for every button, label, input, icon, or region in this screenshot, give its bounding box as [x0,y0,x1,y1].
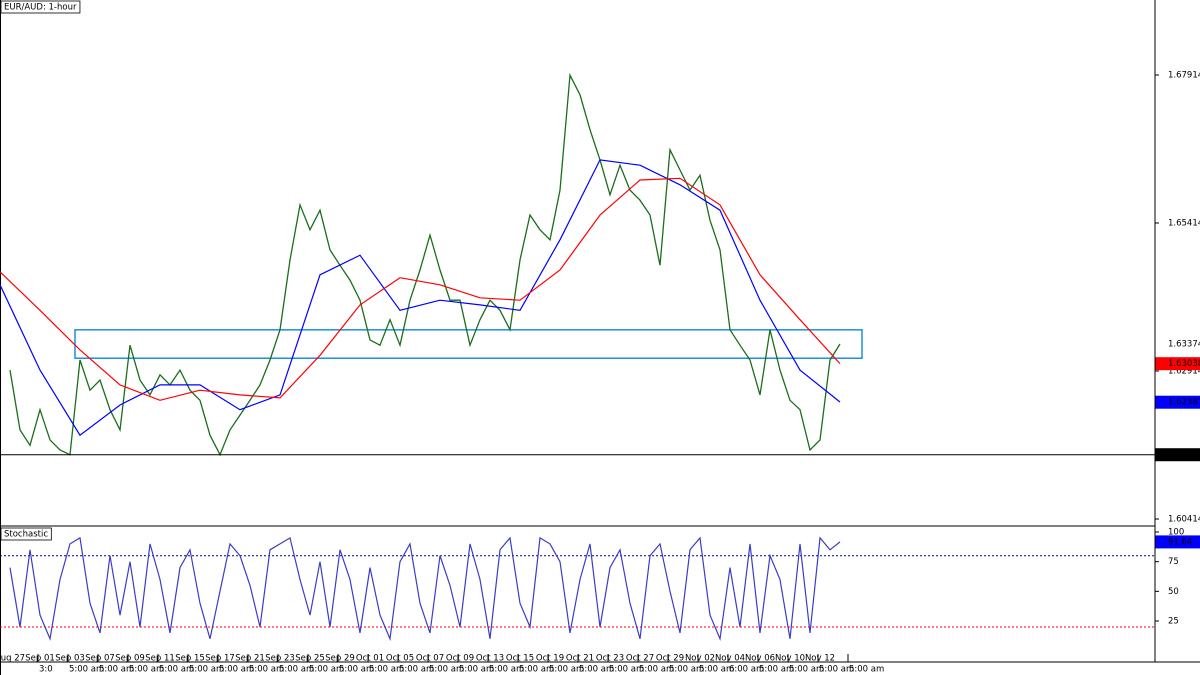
price-tag [1155,448,1200,462]
x-time-label: 5:00 am [459,665,494,675]
y-tick-label: 1.60414 [1168,515,1200,525]
price-line [9,72,841,457]
x-time-label: 5:00 am [399,665,434,675]
x-time-label: 5:00 am [159,665,194,675]
x-tick-label: Oct 29 [656,654,684,664]
price-tag [1155,337,1200,351]
zone-rectangle [74,329,863,359]
x-tick-label: Nov 12 [805,654,835,664]
price-tag-label: 91.64 [1168,537,1192,547]
x-tick-label: Oct 15 [506,654,534,664]
x-tick-label: Sep 01 [25,654,55,664]
y-tick-label: 25 [1168,617,1179,627]
x-time-label: 5:00 am [69,665,104,675]
x-tick-label: Sep 23 [265,654,295,664]
x-time-label: 5:00 am [309,665,344,675]
x-time-label: 5:00 am [99,665,134,675]
price-tag [1155,357,1200,371]
x-time-label: 5:00 am [129,665,164,675]
x-time-label: 5:00 am [519,665,554,675]
x-tick-label: Oct 07 [416,654,444,664]
x-tick-label: Nov 04 [715,654,745,664]
price-tag [1155,395,1200,409]
x-time-label: 5:00 am [279,665,314,675]
x-tick-label: Sep 29 [325,654,355,664]
x-tick-label: Nov 06 [745,654,775,664]
x-tick-label: Nov 02 [685,654,715,664]
x-tick-label: Oct 23 [596,654,624,664]
x-time-label: 5:00 am [819,665,854,675]
x-tick-label: Sep 07 [85,654,115,664]
x-time-label: 5:00 am [669,665,704,675]
x-time-label: 5:00 am [759,665,794,675]
x-tick-label: Oct 13 [476,654,504,664]
x-time-label: 5:00 am [189,665,224,675]
x-tick-label: Sep 21 [235,654,265,664]
x-tick-label: Sep 09 [115,654,145,664]
x-tick-label: Oct 01 [356,654,384,664]
x-time-label: 5:00 am [789,665,824,675]
price-tag [1155,535,1200,549]
x-tick-label: Oct 27 [626,654,654,664]
y-tick-label: 1.67914 [1168,71,1200,81]
ma-fast [0,159,841,437]
x-time-label: 5:00 am [849,665,884,675]
pane-title-box [0,0,81,14]
x-tick-label: Sep 15 [175,654,205,664]
x-tick-label: Nov 10 [775,654,805,664]
x-time-label: 5:00 am [549,665,584,675]
x-time-label: 5:00 am [249,665,284,675]
x-time-label: 3:0 [39,665,53,675]
x-tick-label: Oct 05 [386,654,414,664]
x-time-label: 5:00 am [219,665,254,675]
x-tick-label: Oct 19 [536,654,564,664]
x-tick-label: Sep 03 [55,654,85,664]
price-tag-label: 1.62387 [1168,398,1200,408]
x-time-label: 5:00 am [639,665,674,675]
y-tick-label: 50 [1168,587,1179,597]
x-time-label: 6:00 am [729,665,764,675]
x-time-label: 5:00 am [579,665,614,675]
x-tick-label: Sep 17 [205,654,235,664]
y-tick-label: 100 [1168,527,1184,537]
x-tick-label: Sep 11 [145,654,175,664]
x-time-label: 5:00 am [429,665,464,675]
stochastic-line [9,536,841,642]
y-tick-label: 1.65414 [1168,219,1200,229]
ma-slow [0,177,841,401]
x-tick-label: Aug 27 [0,654,25,664]
pane-title: EUR/AUD: 1-hour [4,3,77,13]
y-tick-label: 75 [1168,557,1179,567]
x-time-label: 5:00 am [339,665,374,675]
x-time-label: 5:00 am [369,665,404,675]
x-tick-label: Sep 25 [295,654,325,664]
pane-title-box [0,527,52,541]
x-time-label: 5:00 am [489,665,524,675]
price-tag-label: 1.63374 [1168,339,1200,349]
x-tick-label: Oct 09 [446,654,474,664]
price-tag-label: 1.61500 [1168,450,1200,460]
x-time-label: 5:00 am [609,665,644,675]
x-tick-label: Oct 21 [566,654,594,664]
y-tick-label: 1.62914 [1168,367,1200,377]
price-tag-label: 1.63038 [1168,359,1200,369]
x-time-label: 5:00 am [699,665,734,675]
pane-title: Stochastic [4,530,48,540]
